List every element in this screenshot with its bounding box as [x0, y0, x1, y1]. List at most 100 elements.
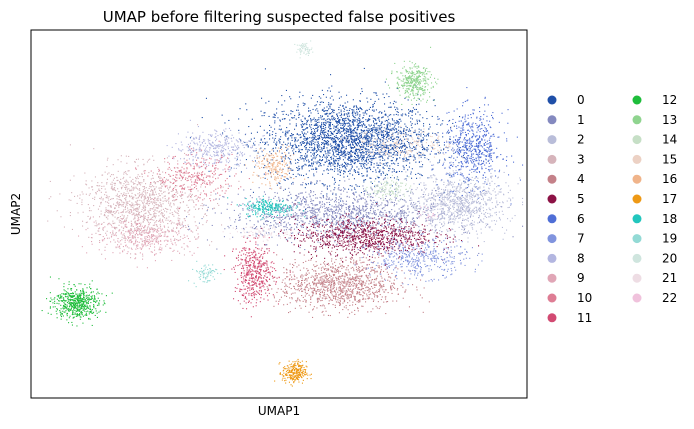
- cell-point: [489, 192, 491, 194]
- cell-point: [334, 179, 336, 181]
- cell-point: [455, 216, 457, 218]
- cell-point: [416, 187, 418, 189]
- cell-point: [293, 152, 295, 154]
- cell-point: [380, 204, 382, 206]
- cell-point: [224, 228, 226, 230]
- cell-point: [367, 128, 369, 130]
- cell-point: [329, 204, 331, 206]
- cell-point: [456, 200, 458, 202]
- cell-point: [348, 134, 350, 136]
- cell-point: [378, 243, 380, 245]
- cell-point: [410, 221, 412, 223]
- cell-point: [368, 141, 370, 143]
- cell-point: [373, 210, 375, 212]
- cell-point: [363, 129, 365, 131]
- cell-point: [347, 123, 349, 125]
- cell-point: [284, 134, 286, 136]
- cell-point: [389, 191, 391, 193]
- cell-point: [306, 124, 308, 126]
- cell-point: [379, 143, 381, 145]
- cell-point: [186, 204, 188, 206]
- cell-point: [414, 209, 416, 211]
- cell-point: [313, 124, 315, 126]
- cell-point: [322, 108, 324, 110]
- cell-point: [303, 206, 305, 208]
- cell-point: [433, 232, 435, 234]
- cell-point: [316, 168, 318, 170]
- cell-point: [450, 126, 452, 128]
- cell-point: [374, 210, 376, 212]
- cell-point: [327, 104, 329, 106]
- cell-point: [476, 208, 478, 210]
- cell-point: [363, 165, 365, 167]
- cell-point: [339, 215, 341, 217]
- cell-point: [363, 193, 365, 195]
- cell-point: [281, 144, 283, 146]
- cell-point: [393, 128, 395, 130]
- cell-point: [424, 198, 426, 200]
- cell-point: [377, 149, 379, 151]
- cell-point: [205, 204, 207, 206]
- cell-point: [250, 205, 252, 207]
- cell-point: [336, 136, 338, 138]
- cell-point: [402, 145, 404, 147]
- cell-point: [456, 191, 458, 193]
- cell-point: [297, 215, 299, 217]
- cell-point: [401, 209, 403, 211]
- cell-point: [478, 201, 480, 203]
- cell-point: [417, 141, 419, 143]
- cell-point: [461, 233, 463, 235]
- cell-point: [470, 182, 472, 184]
- cell-point: [306, 127, 308, 129]
- cell-point: [380, 127, 382, 129]
- cell-point: [382, 213, 384, 215]
- cell-point: [342, 130, 344, 132]
- cell-point: [348, 125, 350, 127]
- cell-point: [359, 115, 361, 117]
- cell-point: [460, 206, 462, 208]
- cell-point: [340, 230, 342, 232]
- cell-point: [285, 133, 287, 135]
- cell-point: [415, 206, 417, 208]
- cell-point: [423, 208, 425, 210]
- cell-point: [382, 134, 384, 136]
- cell-point: [458, 162, 460, 164]
- cell-point: [356, 149, 358, 151]
- cell-point: [489, 226, 491, 228]
- cell-point: [304, 201, 306, 203]
- cell-point: [396, 197, 398, 199]
- cell-point: [358, 205, 360, 207]
- cell-point: [366, 160, 368, 162]
- cell-point: [244, 134, 246, 136]
- cell-point: [380, 128, 382, 130]
- cell-point: [343, 228, 345, 230]
- cell-point: [472, 189, 474, 191]
- cell-point: [332, 109, 334, 111]
- cell-point: [495, 206, 497, 208]
- cell-point: [439, 213, 441, 215]
- cell-point: [348, 178, 350, 180]
- cell-point: [429, 210, 431, 212]
- cell-point: [313, 152, 315, 154]
- cell-point: [360, 163, 362, 165]
- cell-point: [340, 124, 342, 126]
- cell-point: [90, 237, 92, 239]
- cell-point: [306, 160, 308, 162]
- cell-point: [352, 135, 354, 137]
- cell-point: [391, 237, 393, 239]
- cell-point: [441, 203, 443, 205]
- cell-point: [316, 180, 318, 182]
- cell-point: [365, 212, 367, 214]
- cell-point: [396, 159, 398, 161]
- cell-point: [440, 213, 442, 215]
- cell-point: [439, 221, 441, 223]
- cell-point: [353, 205, 355, 207]
- cell-point: [360, 134, 362, 136]
- cell-point: [407, 205, 409, 207]
- cell-point: [291, 137, 293, 139]
- cell-point: [307, 159, 309, 161]
- cell-point: [418, 119, 420, 121]
- cell-point: [343, 133, 345, 135]
- cell-point: [326, 136, 328, 138]
- cell-point: [375, 149, 377, 151]
